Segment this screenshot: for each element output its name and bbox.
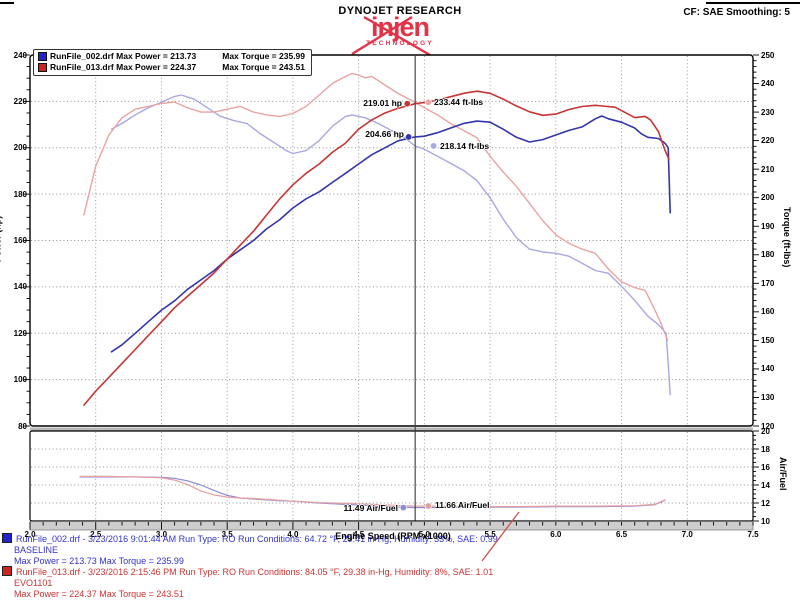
top-border-left [0,2,14,4]
af-tick-label: 18 [761,444,770,454]
torque-tick-label: 210 [761,164,775,174]
curve-runfile-013-torque [83,72,669,342]
power-tick-label: 160 [13,236,27,245]
run002-swatch-icon [2,533,12,543]
power-tick-label: 140 [13,282,27,292]
torque-tick-label: 240 [761,79,775,89]
legend-row-run013: RunFile_013.drf Max Power = 224.37 Max T… [38,62,305,73]
power-tick-label: 200 [13,143,27,153]
legend-max-power: Max Power = 224.37 [116,62,197,72]
plot-separator [30,427,753,431]
rpm-tick-label: 3.0 [155,530,168,539]
torque-tick-label: 190 [761,221,775,231]
legend-swatch-red-icon [38,63,47,72]
rpm-tick-label: 2.0 [24,530,36,539]
legend-swatch-blue-icon [38,52,47,61]
torque-tick-label: 120 [761,421,775,431]
legend-max-torque: Max Torque = 243.51 [222,62,306,72]
injen-wordmark: injen [370,12,430,42]
rpm-tick-label: 6.5 [615,530,628,539]
power-tick-label: 100 [13,375,27,385]
power-tick-label: 180 [13,189,27,199]
curve-runfile-002-torque [110,94,671,396]
run002-note: BASELINE [14,545,59,555]
marker-dot-power [403,100,411,108]
legend-row-run002: RunFile_002.drf Max Power = 213.73 Max T… [38,51,305,62]
rpm-tick-label: 7.0 [681,530,693,539]
torque-tick-label: 150 [761,335,775,345]
torque-tick-label: 130 [761,392,775,402]
run013-swatch-icon [2,566,12,576]
rpm-tick-label: 4.0 [287,530,299,539]
legend-file: RunFile_013.drf [50,62,114,72]
rpm-tick-label: 5.0 [418,530,430,539]
power-tick-label: 120 [13,328,27,338]
torque-tick-label: 160 [761,307,775,317]
rpm-tick-label: 4.5 [353,530,365,539]
marker-dot-torque [430,142,438,150]
marker-dot-torque [424,98,432,106]
injen-logo: injen TECHNOLOGY [320,12,480,55]
correction-smoothing-label: CF: SAE Smoothing: 5 [683,7,790,18]
torque-tick-label: 220 [761,136,775,146]
power-tick-label: 220 [13,96,27,106]
run013-conditions: RunFile_013.drf - 3/23/2016 2:15:46 PM R… [16,567,494,577]
torque-tick-label: 200 [761,193,775,203]
marker-dot-af [399,504,407,512]
rpm-tick-label: 7.5 [747,530,759,539]
af-axis-title: Air/Fuel [778,457,788,491]
marker-dot-af [424,502,432,510]
power-tick-label: 80 [18,421,27,431]
x-axis-title: Engine Speed (RPM x1000) [335,531,451,541]
injen-technology-label: TECHNOLOGY [366,40,434,47]
af-tick-label: 20 [761,426,770,436]
run013-info-block: RunFile_013.drf - 3/23/2016 2:15:46 PM R… [2,566,493,600]
rpm-tick-label: 3.5 [221,530,233,539]
legend-file: RunFile_002.drf [50,51,114,61]
af-curves [79,475,666,509]
main-curves [83,72,672,406]
injen-swoosh-icon [351,15,431,55]
run002-conditions: RunFile_002.drf - 3/23/2016 9:01:44 AM R… [16,534,498,544]
af-tick-label: 10 [761,516,770,526]
annotation-torque-blue: 218.14 ft-lbs [440,141,490,151]
curve-runfile-013-power [83,90,670,406]
annotation-power-blue: 204.66 hp [365,129,404,139]
run013-max: Max Power = 224.37 Max Torque = 243.51 [14,589,184,599]
annotation-torque-red: 233.44 ft-lbs [434,97,484,107]
power-axis-title: Power (hp) [0,215,3,263]
torque-axis-title: Torque (ft-lbs) [782,207,792,268]
top-border-right [706,2,800,4]
torque-tick-label: 140 [761,364,775,374]
run013-note: EVO1101 [14,578,53,588]
af-tick-label: 16 [761,462,770,472]
curve-runfile-013-air-fuel [79,475,666,508]
curve-runfile-002-power [110,115,672,353]
rpm-tick-label: 2.5 [90,530,102,539]
x-axis-band [29,521,754,531]
rpm-tick-label: 6.0 [550,530,562,539]
torque-tick-label: 250 [761,50,775,60]
legend-box: RunFile_002.drf Max Power = 213.73 Max T… [33,49,313,76]
run002-info-block: RunFile_002.drf - 3/23/2016 9:01:44 AM R… [2,533,498,567]
af-tick-label: 12 [761,498,770,508]
legend-max-power: Max Power = 213.73 [116,51,197,61]
torque-tick-label: 170 [761,278,775,288]
run002-max: Max Power = 213.73 Max Torque = 235.99 [14,556,184,566]
torque-tick-label: 180 [761,250,775,260]
marker-dot-power [405,133,413,141]
af-tick-label: 14 [761,480,770,490]
annotation-power-red: 219.01 hp [363,98,402,108]
torque-tick-label: 230 [761,107,775,117]
annotation-af-red: 11.66 Air/Fuel [435,500,490,510]
annotation-af-blue: 11.49 Air/Fuel [343,503,399,513]
dynojet-title: DYNOJET RESEARCH [338,5,462,17]
power-tick-label: 240 [13,50,27,60]
legend-max-torque: Max Torque = 235.99 [222,51,306,61]
